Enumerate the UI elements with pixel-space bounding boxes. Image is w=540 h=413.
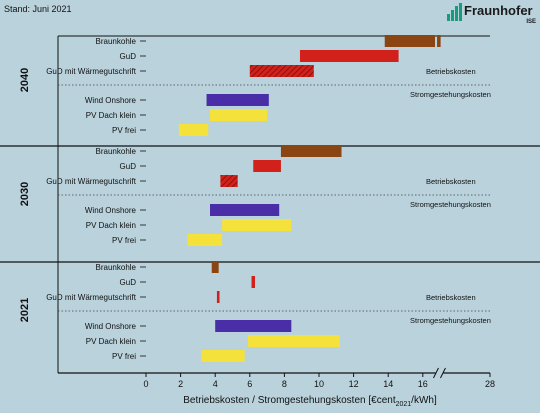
logo-institute: ISE xyxy=(526,19,536,25)
row-label: Braunkohle xyxy=(96,263,137,272)
row-label: PV Dach klein xyxy=(86,337,136,346)
range-bar xyxy=(187,234,223,246)
x-axis-label: Betriebskosten / Stromgestehungskosten [… xyxy=(183,395,437,408)
range-bar xyxy=(384,35,436,47)
row-label: GuD xyxy=(120,52,137,61)
section-label-lcoe: Stromgestehungskosten xyxy=(410,90,491,99)
x-tick-label: 0 xyxy=(143,379,148,389)
row-label: PV frei xyxy=(112,126,136,135)
row-label: GuD mit Wärmegutschrift xyxy=(46,67,137,76)
date-stamp: Stand: Juni 2021 xyxy=(4,4,72,14)
range-bar xyxy=(201,350,245,362)
x-tick-label: 8 xyxy=(282,379,287,389)
range-bar xyxy=(253,160,281,172)
x-tick-label: 12 xyxy=(349,379,359,389)
row-label: PV frei xyxy=(112,236,136,245)
range-bar xyxy=(299,50,399,62)
range-bar xyxy=(248,335,340,347)
range-bar xyxy=(210,109,268,121)
x-tick-label: 4 xyxy=(213,379,218,389)
row-label: PV Dach klein xyxy=(86,221,136,230)
range-bar xyxy=(215,320,292,332)
section-label-operating: Betriebskosten xyxy=(426,67,476,76)
year-label: 2021 xyxy=(19,298,31,322)
x-tick-label: 10 xyxy=(314,379,324,389)
row-label: GuD xyxy=(120,162,137,171)
axis-break-mark xyxy=(433,367,439,379)
x-tick-label: 2 xyxy=(178,379,183,389)
section-label-operating: Betriebskosten xyxy=(426,293,476,302)
logo-name: Fraunhofer xyxy=(464,3,533,18)
axis-break-gap xyxy=(435,368,444,378)
range-bar xyxy=(210,204,280,216)
axis-break-mark xyxy=(440,367,446,379)
row-label: GuD mit Wärmegutschrift xyxy=(46,293,137,302)
row-label: GuD mit Wärmegutschrift xyxy=(46,177,137,186)
fraunhofer-logo-icon xyxy=(447,3,462,21)
section-label-lcoe: Stromgestehungskosten xyxy=(410,316,491,325)
x-tick-label: 6 xyxy=(247,379,252,389)
row-label: Wind Onshore xyxy=(85,206,137,215)
range-bar xyxy=(249,65,314,77)
row-label: Wind Onshore xyxy=(85,322,137,331)
range-bar xyxy=(211,261,219,273)
year-label: 2040 xyxy=(19,68,31,92)
row-label: Braunkohle xyxy=(96,37,137,46)
range-bar xyxy=(280,145,342,157)
range-bar xyxy=(437,35,441,47)
x-tick-label: 28 xyxy=(485,379,495,389)
range-bar xyxy=(216,291,220,303)
row-label: Braunkohle xyxy=(96,147,137,156)
x-tick-label: 14 xyxy=(383,379,393,389)
section-label-lcoe: Stromgestehungskosten xyxy=(410,200,491,209)
section-label-operating: Betriebskosten xyxy=(426,177,476,186)
row-label: GuD xyxy=(120,278,137,287)
row-label: PV frei xyxy=(112,352,136,361)
range-bar xyxy=(220,175,238,187)
range-bar xyxy=(251,276,255,288)
range-bar xyxy=(222,219,292,231)
x-tick-label: 16 xyxy=(418,379,428,389)
range-bar xyxy=(178,124,209,136)
row-label: Wind Onshore xyxy=(85,96,137,105)
fraunhofer-logo: Fraunhofer ISE xyxy=(446,2,538,30)
range-bar xyxy=(206,94,269,106)
row-label: PV Dach klein xyxy=(86,111,136,120)
year-label: 2030 xyxy=(19,182,31,206)
